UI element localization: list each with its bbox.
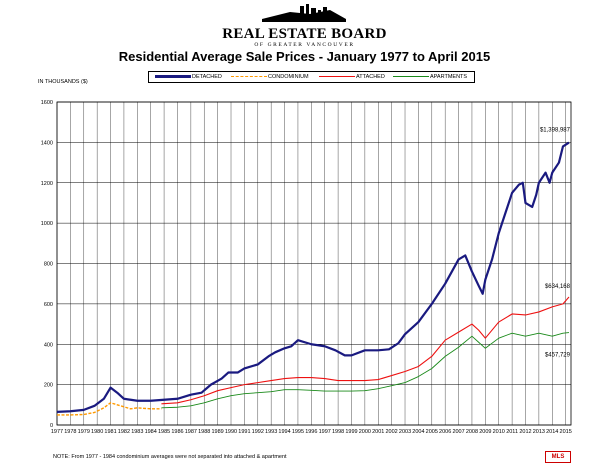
y-tick-label: 400: [44, 342, 53, 348]
x-tick-label: 1992: [252, 429, 264, 435]
x-tick-label: 1995: [292, 429, 304, 435]
x-tick-label: 2010: [493, 429, 505, 435]
series-line-apartments: [161, 332, 570, 409]
series-lines: [56, 141, 570, 416]
x-tick-label: 1978: [64, 429, 76, 435]
logo-subtitle: OF GREATER VANCOUVER: [254, 42, 355, 48]
logo: REAL ESTATE BOARD OF GREATER VANCOUVER: [0, 4, 609, 50]
logo-name: REAL ESTATE BOARD: [222, 26, 387, 42]
legend-label-attached: ATTACHED: [356, 74, 385, 80]
x-tick-label: 1994: [278, 429, 290, 435]
legend-item-detached: DETACHED: [155, 72, 222, 82]
tick-labels: 0 200 400 600 800 1000 1200 1400 1600 1977 1978 197…: [41, 100, 572, 435]
mls-badge: MLS: [545, 451, 571, 463]
x-tick-label: 2005: [426, 429, 438, 435]
data-label: $1,398,987: [540, 128, 571, 134]
x-tick-label: 2006: [439, 429, 451, 435]
y-tick-label: 1600: [41, 100, 53, 106]
x-tick-label: 1979: [78, 429, 90, 435]
chart-title: Residential Average Sale Prices - Januar…: [118, 49, 491, 64]
plot-frame: [56, 101, 572, 426]
x-tick-label: 2001: [372, 429, 384, 435]
x-tick-label: 1987: [185, 429, 197, 435]
x-tick-label: 1993: [265, 429, 277, 435]
x-tick-label: 1996: [305, 429, 317, 435]
x-tick-label: 1990: [225, 429, 237, 435]
x-tick-label: 1982: [118, 429, 130, 435]
legend-label-condominium: CONDOMINIUM: [268, 74, 309, 80]
x-tick-label: 1998: [332, 429, 344, 435]
x-tick-label: 1989: [212, 429, 224, 435]
legend-item-attached: ATTACHED: [319, 72, 385, 82]
skyline-icon: [262, 4, 346, 22]
y-tick-label: 1200: [41, 181, 53, 187]
x-tick-label: 2015: [560, 429, 572, 435]
legend-swatch-apartments: [393, 76, 429, 78]
y-tick-label: 600: [44, 302, 53, 308]
x-tick-label: 1999: [345, 429, 357, 435]
legend-label-detached: DETACHED: [192, 74, 222, 80]
axes: [56, 101, 572, 426]
legend-swatch-attached: [319, 76, 355, 78]
y-tick-label: 1400: [41, 140, 53, 146]
x-tick-label: 1997: [319, 429, 331, 435]
x-tick-label: 1977: [51, 429, 63, 435]
x-tick-label: 2004: [412, 429, 424, 435]
x-tick-label: 2003: [399, 429, 411, 435]
x-tick-label: 2009: [479, 429, 491, 435]
x-tick-label: 1986: [171, 429, 183, 435]
x-tick-label: 2008: [466, 429, 478, 435]
y-tick-label: 1000: [41, 221, 53, 227]
x-tick-label: 1988: [198, 429, 210, 435]
legend-label-apartments: APARTMENTS: [430, 74, 468, 80]
x-tick-label: 1981: [104, 429, 116, 435]
x-tick-label: 1984: [145, 429, 157, 435]
x-tick-label: 1991: [238, 429, 250, 435]
legend-item-condominium: CONDOMINIUM: [231, 72, 309, 82]
x-tick-label: 2011: [506, 429, 518, 435]
data-label: $634,168: [545, 284, 571, 290]
gridlines: [56, 101, 571, 426]
legend-item-apartments: APARTMENTS: [393, 72, 467, 82]
x-tick-label: 2007: [452, 429, 464, 435]
series-line-attached: [161, 296, 570, 405]
x-tick-label: 2014: [546, 429, 558, 435]
x-tick-label: 1985: [158, 429, 170, 435]
x-tick-label: 2012: [519, 429, 531, 435]
series-line-detached: [56, 141, 570, 413]
unit-label: IN THOUSANDS ($): [38, 79, 88, 85]
data-label: $457,729: [545, 353, 571, 359]
series-line-condominium: [57, 402, 162, 416]
legend-swatch-detached: [155, 75, 191, 79]
x-tick-label: 2000: [359, 429, 371, 435]
y-tick-label: 0: [50, 423, 53, 429]
x-tick-label: 1983: [131, 429, 143, 435]
x-tick-label: 2013: [533, 429, 545, 435]
x-tick-label: 1980: [91, 429, 103, 435]
footnote: NOTE: From 1977 - 1984 condominium avera…: [53, 454, 287, 460]
x-tick-label: 2002: [386, 429, 398, 435]
legend-swatch-condominium: [231, 76, 267, 78]
legend: DETACHED CONDOMINIUM ATTACHED APARTMENTS: [148, 71, 475, 83]
y-tick-label: 200: [44, 383, 53, 389]
y-tick-label: 800: [44, 262, 53, 268]
